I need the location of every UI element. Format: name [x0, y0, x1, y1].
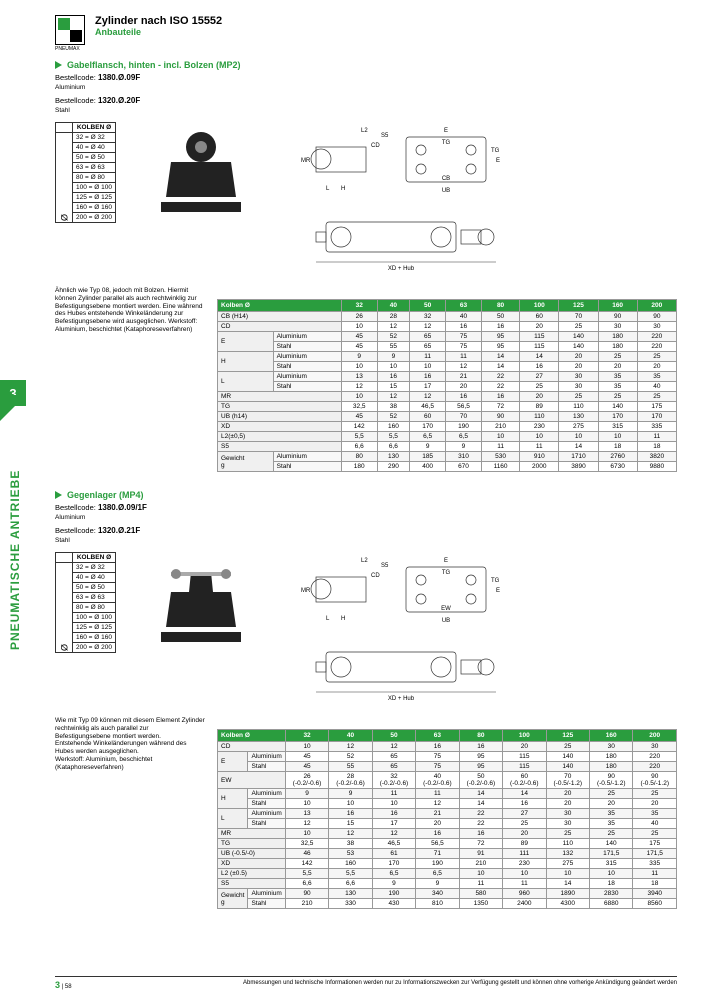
page-footer: 3 | 58 Abmessungen und technische Inform… — [55, 976, 677, 990]
section2-title: Gegenlager (MP4) — [55, 490, 677, 500]
side-label: PNEUMATISCHE ANTRIEBE — [8, 470, 22, 650]
page-title: Zylinder nach ISO 15552 — [95, 15, 222, 27]
svg-text:L: L — [326, 616, 330, 622]
drawings-2: E UB MR H L EW S5 CD L2 E TG TG — [286, 552, 516, 707]
section1-title-text: Gabelflansch, hinten - incl. Bolzen (MP2… — [67, 60, 241, 70]
svg-text:H: H — [341, 616, 345, 622]
order-code-4: Bestellcode: 1320.Ø.21F — [55, 526, 677, 535]
section2-title-text: Gegenlager (MP4) — [67, 490, 144, 500]
tech-drawing-side-2: XD + Hub — [286, 632, 516, 707]
description-1: Ähnlich wie Typ 08, jedoch mit Bolzen. H… — [55, 287, 205, 334]
arrow-icon — [55, 61, 62, 69]
material-3: Aluminium — [55, 514, 677, 521]
svg-text:CB: CB — [442, 176, 450, 182]
description-2: Wie mit Typ 09 können mit diesem Element… — [55, 717, 205, 772]
chapter-tab-shape — [0, 395, 26, 421]
material-1: Aluminium — [55, 84, 677, 91]
data-table-1: Kolben Ø3240506380100125160200CB (H14)26… — [217, 299, 677, 472]
svg-text:L2: L2 — [361, 128, 368, 134]
tech-drawing-top-2: E UB MR H L EW S5 CD L2 E TG TG — [286, 552, 516, 627]
product-image-2 — [131, 552, 271, 662]
page-subtitle: Anbauteile — [95, 27, 222, 37]
page: 3 PNEUMATISCHE ANTRIEBE PNEUMAX Zylinder… — [0, 0, 707, 1000]
kolben-table-2: KOLBEN ØØ32 = Ø 3240 = Ø 4050 = Ø 5063 =… — [55, 552, 116, 653]
svg-text:CD: CD — [371, 573, 380, 579]
section1-row: KOLBEN ØØ32 = Ø 3240 = Ø 4050 = Ø 5063 =… — [55, 122, 677, 277]
order-code-1: Bestellcode: 1380.Ø.09F — [55, 73, 677, 82]
svg-text:H: H — [341, 186, 345, 192]
svg-text:MR: MR — [301, 158, 311, 164]
footer-note: Abmessungen und technische Informationen… — [243, 980, 677, 990]
arrow-icon — [55, 491, 62, 499]
svg-text:XD + Hub: XD + Hub — [388, 266, 415, 272]
svg-text:S5: S5 — [381, 563, 389, 569]
logo-text: PNEUMAX — [55, 46, 80, 52]
svg-text:MR: MR — [301, 588, 311, 594]
product-image-1 — [131, 122, 271, 232]
svg-text:UB: UB — [442, 618, 450, 624]
svg-text:XD + Hub: XD + Hub — [388, 696, 415, 702]
section2-row: KOLBEN ØØ32 = Ø 3240 = Ø 4050 = Ø 5063 =… — [55, 552, 677, 707]
logo-icon — [55, 15, 85, 45]
material-2: Stahl — [55, 107, 677, 114]
svg-text:L2: L2 — [361, 558, 368, 564]
svg-text:E: E — [444, 128, 448, 134]
drawings-1: E UB MR H L CB S5 CD L2 E TG TG — [286, 122, 516, 277]
order-code-2: Bestellcode: 1320.Ø.20F — [55, 96, 677, 105]
svg-text:L: L — [326, 186, 330, 192]
tech-drawing-side-1: XD + Hub — [286, 202, 516, 277]
order-code-3: Bestellcode: 1380.Ø.09/1F — [55, 503, 677, 512]
page-number: 3 | 58 — [55, 980, 72, 990]
page-header: PNEUMAX Zylinder nach ISO 15552 Anbautei… — [55, 15, 677, 45]
kolben-table-1: KOLBEN ØØ32 = Ø 3240 = Ø 4050 = Ø 5063 =… — [55, 122, 116, 223]
svg-text:E: E — [496, 158, 500, 164]
data-table-2: Kolben Ø3240506380100125160200CD10121216… — [217, 729, 677, 909]
svg-text:E: E — [444, 558, 448, 564]
svg-text:E: E — [496, 588, 500, 594]
tech-drawing-top-1: E UB MR H L CB S5 CD L2 E TG TG — [286, 122, 516, 197]
svg-text:UB: UB — [442, 188, 450, 194]
svg-text:TG: TG — [491, 578, 500, 584]
svg-text:EW: EW — [441, 606, 451, 612]
section1-title: Gabelflansch, hinten - incl. Bolzen (MP2… — [55, 60, 677, 70]
svg-text:TG: TG — [442, 570, 451, 576]
material-4: Stahl — [55, 537, 677, 544]
svg-text:CD: CD — [371, 143, 380, 149]
svg-text:TG: TG — [442, 140, 451, 146]
svg-text:S5: S5 — [381, 133, 389, 139]
svg-text:TG: TG — [491, 148, 500, 154]
